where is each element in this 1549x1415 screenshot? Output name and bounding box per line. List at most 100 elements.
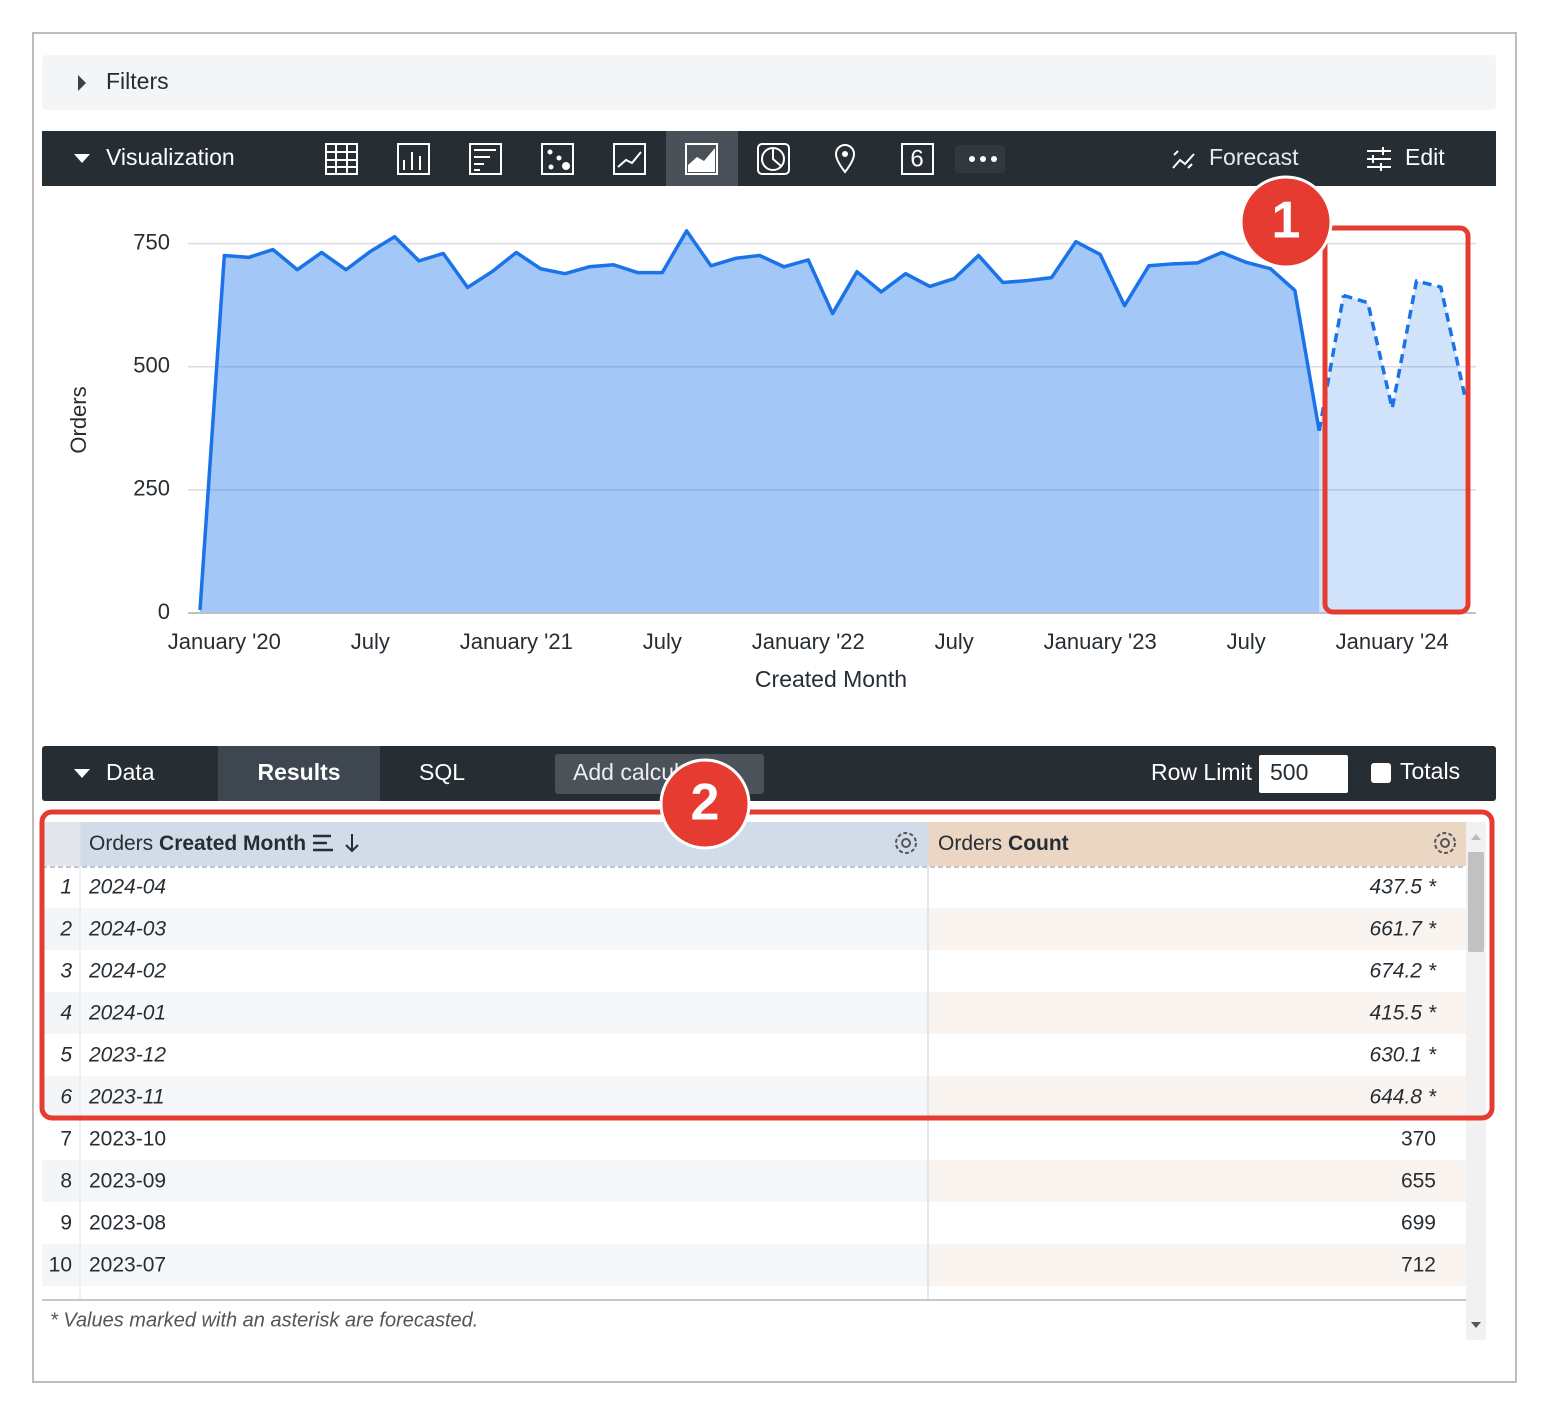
x-tick-label: January '20: [168, 629, 281, 654]
measure-cell: [928, 992, 1466, 1034]
measure-cell: [928, 908, 1466, 950]
measure-cell: [928, 1244, 1466, 1286]
row-number: 7: [60, 1128, 72, 1151]
dimension-cell: [80, 992, 928, 1034]
line: [198, 229, 1321, 611]
results-tab[interactable]: Results: [257, 759, 340, 785]
row-number-cell: [42, 992, 80, 1034]
row-number: 6: [60, 1086, 72, 1109]
row-limit-input[interactable]: [1259, 755, 1348, 793]
month-value: 2024-01: [88, 1002, 166, 1025]
x-tick-label: July: [351, 629, 390, 654]
dimension-cell: [80, 1244, 928, 1286]
visualization-label[interactable]: Visualization: [106, 144, 235, 170]
y-tick-label: 0: [158, 599, 170, 624]
area-icon[interactable]: [685, 143, 718, 175]
row-number: 1: [60, 876, 72, 899]
column-icon[interactable]: [397, 143, 430, 175]
column-settings[interactable]: [895, 832, 917, 854]
dimension-cell: [80, 908, 928, 950]
month-value: 2023-07: [89, 1254, 166, 1277]
more-icon[interactable]: [969, 156, 997, 162]
footnote: * Values marked with an asterisk are for…: [50, 1309, 478, 1331]
filters-label[interactable]: Filters: [106, 68, 169, 94]
totals-label[interactable]: Totals: [1400, 758, 1460, 784]
y-axis-title: Orders: [66, 386, 91, 453]
line-icon[interactable]: [613, 143, 646, 175]
dimension-cell: [80, 1118, 928, 1160]
collapse-icon[interactable]: [74, 154, 90, 163]
x-axis-title: Created Month: [755, 666, 907, 692]
edit-button[interactable]: Edit: [1405, 144, 1445, 170]
count-value: 712: [1401, 1254, 1436, 1277]
row-number: 5: [60, 1044, 72, 1067]
area: [1343, 280, 1466, 613]
measure-cell: [928, 1034, 1466, 1076]
results-table: Orders Created Month Orders Count 1 2024-…: [42, 822, 1466, 1300]
field-name: Created Month: [159, 832, 306, 855]
dimension-cell: [80, 1160, 928, 1202]
row-number: 2: [59, 918, 72, 941]
active-tab: [218, 746, 380, 801]
data-bar: [42, 746, 1496, 801]
row-number-cell: [42, 950, 80, 992]
row-number-cell: [42, 908, 80, 950]
callout-number: 2: [691, 774, 720, 832]
count-value: 644.8 *: [1369, 1086, 1436, 1109]
pivot-icon[interactable]: [313, 834, 333, 852]
row-number: 3: [60, 960, 72, 983]
scrollbar-thumb[interactable]: [1468, 852, 1484, 952]
totals-checkbox[interactable]: [1371, 763, 1391, 783]
column-settings[interactable]: [1434, 832, 1456, 854]
x-tick-label: January '24: [1336, 629, 1449, 654]
forecast-button[interactable]: Forecast: [1209, 144, 1299, 170]
x-tick-label: July: [643, 629, 682, 654]
dimension-header[interactable]: [80, 822, 928, 866]
single-value-icon[interactable]: 6: [901, 143, 934, 175]
x-tick-label: January '21: [460, 629, 573, 654]
bar-icon[interactable]: [469, 143, 502, 175]
count-value: 370: [1401, 1128, 1436, 1151]
callout-badge: [1239, 175, 1333, 269]
x-tick-label: July: [1227, 629, 1266, 654]
expand-icon[interactable]: [78, 75, 86, 91]
edit-icon[interactable]: [1367, 147, 1391, 171]
selected-tab: [666, 131, 738, 186]
field-name: Count: [1008, 832, 1069, 855]
measure-cell: [928, 950, 1466, 992]
dimension-cell: [80, 1202, 928, 1244]
measure-cell: [928, 1160, 1466, 1202]
forecast-icon[interactable]: [1172, 150, 1195, 169]
map-icon[interactable]: [834, 144, 856, 174]
chart: Orders Created Month 0 250 500 750 January '…: [66, 229, 1476, 692]
count-value: 674.2 *: [1369, 960, 1436, 983]
row-number-cell: [42, 1034, 80, 1076]
measure-header-label[interactable]: Orders Count: [938, 832, 1069, 855]
scatter-icon[interactable]: [541, 143, 574, 175]
count-value: 630.1 *: [1369, 1044, 1436, 1067]
measure-cell: [928, 1076, 1466, 1118]
count-value: 699: [1401, 1212, 1436, 1235]
row-limit-value[interactable]: 500: [1270, 759, 1308, 785]
month-value: 2023-08: [89, 1212, 166, 1235]
collapse-icon[interactable]: [74, 769, 90, 778]
data-label[interactable]: Data: [106, 759, 155, 785]
month-value: 2024-03: [88, 918, 166, 941]
row-number: 8: [60, 1170, 72, 1193]
scroll-down[interactable]: [1471, 1322, 1481, 1328]
dimension-header-label[interactable]: Orders Created Month: [89, 832, 306, 855]
table-icon[interactable]: [325, 143, 358, 175]
pie-icon[interactable]: [757, 143, 790, 175]
filters-bar[interactable]: [42, 55, 1496, 110]
visualization-bar: [42, 131, 1496, 186]
dimension-cell: [80, 950, 928, 992]
measure-header[interactable]: [928, 822, 1466, 866]
scroll-up[interactable]: [1471, 834, 1481, 840]
row-limit-label: Row Limit: [1151, 759, 1253, 785]
row-number-cell: [42, 1202, 80, 1244]
count-value: 415.5 *: [1369, 1002, 1436, 1025]
sql-tab[interactable]: SQL: [419, 759, 465, 785]
y-tick-label: 250: [133, 476, 170, 501]
sort-icon[interactable]: [345, 834, 359, 853]
